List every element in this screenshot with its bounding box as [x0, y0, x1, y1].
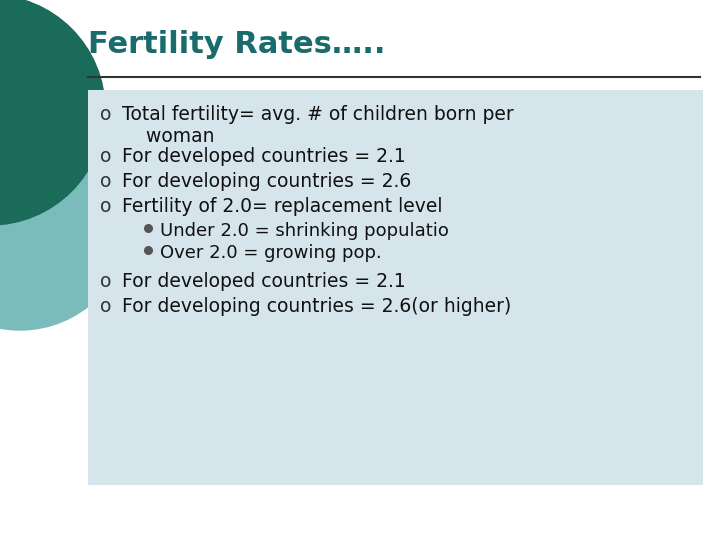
Text: o: o	[100, 297, 112, 316]
Text: o: o	[100, 105, 112, 124]
Text: For developing countries = 2.6: For developing countries = 2.6	[122, 172, 411, 191]
Text: o: o	[100, 147, 112, 166]
Text: Fertility Rates…..: Fertility Rates…..	[88, 30, 385, 59]
Text: o: o	[100, 197, 112, 216]
Text: Over 2.0 = growing pop.: Over 2.0 = growing pop.	[160, 244, 382, 262]
Circle shape	[0, 0, 105, 225]
Text: Total fertility= avg. # of children born per
    woman: Total fertility= avg. # of children born…	[122, 105, 514, 146]
FancyBboxPatch shape	[88, 90, 703, 485]
Text: Fertility of 2.0= replacement level: Fertility of 2.0= replacement level	[122, 197, 443, 216]
Text: For developed countries = 2.1: For developed countries = 2.1	[122, 272, 406, 291]
Circle shape	[0, 110, 130, 330]
Text: Under 2.0 = shrinking populatio: Under 2.0 = shrinking populatio	[160, 222, 449, 240]
Text: For developed countries = 2.1: For developed countries = 2.1	[122, 147, 406, 166]
Text: o: o	[100, 172, 112, 191]
Text: For developing countries = 2.6(or higher): For developing countries = 2.6(or higher…	[122, 297, 511, 316]
Text: o: o	[100, 272, 112, 291]
